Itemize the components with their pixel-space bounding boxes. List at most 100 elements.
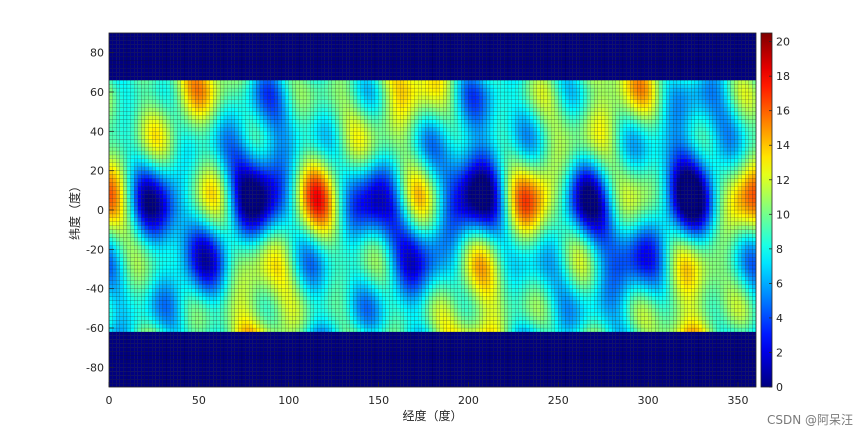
heatmap-cell bbox=[144, 320, 149, 325]
heatmap-cell bbox=[288, 198, 293, 203]
heatmap-cell bbox=[295, 123, 300, 128]
heatmap-cell bbox=[205, 316, 210, 321]
heatmap-cell bbox=[241, 225, 246, 230]
heatmap-cell bbox=[220, 308, 225, 313]
heatmap-cell bbox=[223, 308, 228, 313]
heatmap-cell bbox=[148, 139, 153, 144]
heatmap-cell bbox=[209, 84, 214, 89]
heatmap-cell bbox=[166, 91, 171, 97]
heatmap-cell bbox=[126, 40, 131, 45]
heatmap-cell bbox=[252, 331, 257, 336]
heatmap-cell bbox=[205, 123, 210, 128]
heatmap-cell bbox=[184, 308, 189, 313]
heatmap-cell bbox=[209, 261, 214, 266]
heatmap-cell bbox=[112, 209, 117, 215]
heatmap-cell bbox=[184, 253, 189, 258]
heatmap-cell bbox=[162, 347, 167, 352]
heatmap-cell bbox=[292, 312, 297, 317]
heatmap-cell bbox=[137, 182, 142, 187]
heatmap-cell bbox=[259, 119, 264, 124]
heatmap-cell bbox=[281, 327, 286, 333]
heatmap-cell bbox=[148, 264, 153, 270]
heatmap-cell bbox=[162, 304, 167, 309]
heatmap-cell bbox=[263, 253, 268, 258]
heatmap-cell bbox=[288, 280, 293, 285]
heatmap-cell bbox=[159, 320, 164, 325]
heatmap-cell bbox=[126, 84, 131, 89]
heatmap-cell bbox=[141, 99, 146, 104]
heatmap-cell bbox=[180, 48, 185, 53]
heatmap-cell bbox=[169, 131, 174, 136]
heatmap-cell bbox=[245, 209, 250, 215]
heatmap-cell bbox=[130, 44, 135, 49]
heatmap-cell bbox=[213, 95, 217, 100]
heatmap-cell bbox=[285, 331, 289, 336]
heatmap-cell bbox=[245, 249, 250, 254]
heatmap-cell bbox=[249, 268, 253, 274]
heatmap-cell bbox=[256, 198, 261, 203]
heatmap-cell bbox=[202, 150, 207, 156]
heatmap-cell bbox=[198, 170, 203, 175]
heatmap-cell bbox=[134, 213, 138, 218]
heatmap-cell bbox=[213, 146, 217, 152]
heatmap-cell bbox=[191, 198, 196, 203]
heatmap-cell bbox=[252, 253, 257, 258]
heatmap-cell bbox=[216, 268, 221, 274]
heatmap-cell bbox=[227, 91, 232, 97]
heatmap-cell bbox=[126, 80, 131, 85]
heatmap-cell bbox=[205, 237, 210, 242]
heatmap-cell bbox=[302, 154, 307, 159]
heatmap-cell bbox=[198, 264, 203, 270]
heatmap-cell bbox=[177, 127, 182, 132]
heatmap-cell bbox=[116, 170, 120, 175]
heatmap-cell bbox=[249, 335, 253, 340]
heatmap-cell bbox=[166, 143, 171, 148]
heatmap-cell bbox=[180, 245, 185, 250]
heatmap-cell bbox=[299, 40, 304, 45]
heatmap-cell bbox=[112, 68, 117, 73]
heatmap-cell bbox=[130, 375, 135, 380]
heatmap-cell bbox=[267, 229, 271, 234]
heatmap-cell bbox=[241, 312, 246, 317]
heatmap-cell bbox=[126, 202, 131, 207]
heatmap-cell bbox=[159, 76, 164, 81]
heatmap-cell bbox=[213, 245, 217, 250]
heatmap-cell bbox=[126, 245, 131, 250]
heatmap-cell bbox=[144, 253, 149, 258]
heatmap-cell bbox=[241, 327, 246, 333]
heatmap-cell bbox=[285, 87, 289, 93]
heatmap-cell bbox=[288, 68, 293, 73]
heatmap-cell bbox=[281, 382, 286, 388]
heatmap-cell bbox=[169, 268, 174, 274]
heatmap-cell bbox=[137, 64, 142, 69]
heatmap-cell bbox=[166, 111, 171, 116]
heatmap-cell bbox=[295, 276, 300, 281]
heatmap-cell bbox=[116, 249, 120, 254]
heatmap-cell bbox=[220, 119, 225, 124]
heatmap-cell bbox=[148, 209, 153, 215]
heatmap-cell bbox=[137, 198, 142, 203]
heatmap-cell bbox=[134, 347, 138, 352]
heatmap-cell bbox=[295, 213, 300, 218]
heatmap-cell bbox=[116, 115, 120, 120]
heatmap-cell bbox=[270, 111, 275, 116]
heatmap-cell bbox=[295, 80, 300, 85]
heatmap-cell bbox=[177, 213, 182, 218]
heatmap-cell bbox=[177, 268, 182, 274]
heatmap-cell bbox=[144, 194, 149, 199]
heatmap-cell bbox=[231, 139, 235, 144]
heatmap-cell bbox=[134, 40, 138, 45]
heatmap-cell bbox=[159, 312, 164, 317]
heatmap-cell bbox=[166, 95, 171, 100]
heatmap-cell bbox=[108, 272, 113, 277]
heatmap-cell bbox=[116, 335, 120, 340]
heatmap-cell bbox=[169, 87, 174, 93]
heatmap-cell bbox=[180, 272, 185, 277]
heatmap-cell bbox=[306, 261, 311, 266]
heatmap-cell bbox=[205, 359, 210, 364]
heatmap-cell bbox=[223, 339, 228, 344]
heatmap-cell bbox=[299, 178, 304, 183]
heatmap-cell bbox=[144, 229, 149, 234]
heatmap-cell bbox=[209, 308, 214, 313]
heatmap-cell bbox=[285, 146, 289, 152]
